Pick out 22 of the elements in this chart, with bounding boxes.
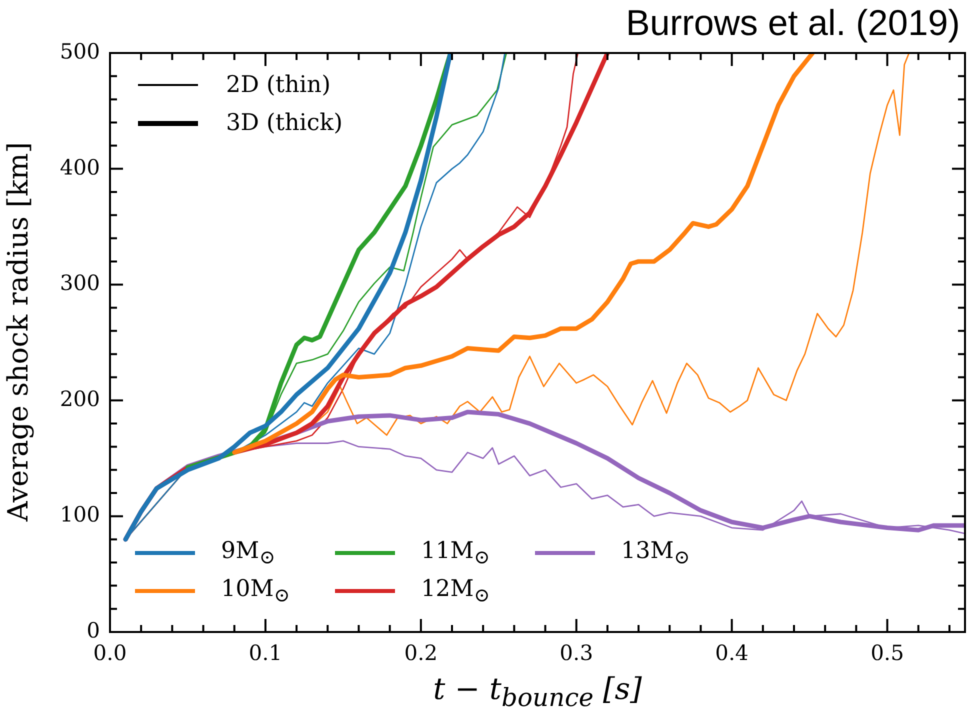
legend-label: 10M$_{⊙}$ <box>221 576 290 606</box>
y-tick-label: 300 <box>60 271 100 296</box>
y-tick-label: 400 <box>60 155 100 180</box>
annotation: 3D (thick) <box>226 110 343 136</box>
x-tick-label: 0.4 <box>715 641 749 666</box>
x-tick-label: 0.1 <box>248 641 282 666</box>
x-tick-label: 0.5 <box>870 641 904 666</box>
y-tick-label: 500 <box>60 39 100 64</box>
y-axis-title: Average shock radius [km] <box>2 142 34 522</box>
legend-label: 12M$_{⊙}$ <box>421 576 490 606</box>
legend-label: 11M$_{⊙}$ <box>421 538 490 568</box>
x-tick-label: 0.0 <box>93 641 127 666</box>
y-tick-label: 200 <box>60 386 100 411</box>
legend-label: 13M$_{⊙}$ <box>621 538 690 568</box>
chart-title: Burrows et al. (2019) <box>626 2 960 44</box>
annotation: 2D (thin) <box>226 72 331 98</box>
y-tick-label: 0 <box>86 618 100 642</box>
y-tick-label: 100 <box>60 502 100 527</box>
x-tick-label: 0.3 <box>560 641 594 666</box>
legend-label: 9M$_{⊙}$ <box>221 538 276 568</box>
x-tick-label: 0.2 <box>404 641 438 666</box>
x-axis-title: t − t$_{bounce}$ [s] <box>432 672 643 712</box>
